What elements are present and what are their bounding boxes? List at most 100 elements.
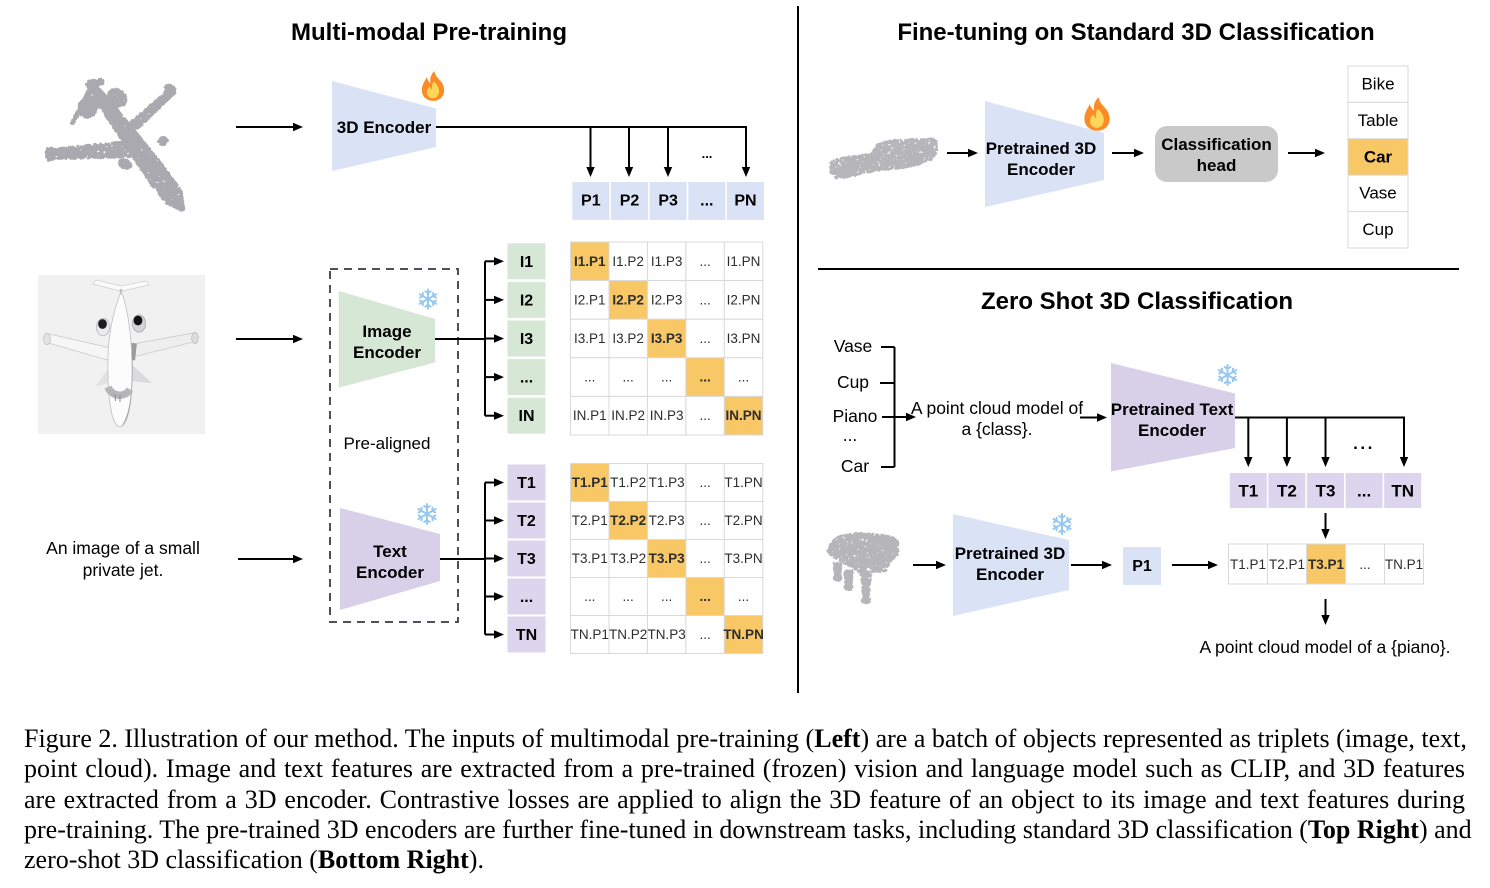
svg-text:...: ... (699, 408, 710, 423)
svg-text:Vase: Vase (1359, 184, 1397, 203)
svg-text:...: ... (1353, 434, 1375, 453)
svg-text:I3.P3: I3.P3 (651, 331, 683, 346)
svg-text:3D Encoder: 3D Encoder (337, 118, 432, 137)
svg-text:...: ... (623, 589, 634, 604)
svg-text:...: ... (699, 513, 710, 528)
svg-text:...: ... (520, 370, 533, 387)
svg-text:private jet.: private jet. (83, 560, 164, 580)
svg-text:TN: TN (1391, 482, 1414, 501)
svg-text:Fine-tuning on Standard 3D Cla: Fine-tuning on Standard 3D Classificatio… (897, 19, 1374, 46)
svg-text:IN.P1: IN.P1 (573, 408, 607, 423)
svg-text:TN: TN (516, 627, 537, 644)
svg-text:Encoder: Encoder (353, 343, 421, 362)
svg-text:...: ... (1357, 482, 1371, 501)
svg-text:I1: I1 (520, 254, 533, 271)
svg-text:I1.P3: I1.P3 (651, 254, 683, 269)
svg-text:...: ... (661, 370, 672, 385)
svg-text:A point cloud model of a {pian: A point cloud model of a {piano}. (1199, 637, 1450, 657)
svg-text:...: ... (699, 292, 710, 307)
svg-text:I2: I2 (520, 292, 533, 309)
svg-text:T1: T1 (1238, 482, 1258, 501)
svg-text:...: ... (702, 146, 713, 161)
svg-text:IN.P3: IN.P3 (650, 408, 684, 423)
svg-text:I3.PN: I3.PN (727, 331, 761, 346)
svg-text:A point cloud model of: A point cloud model of (911, 398, 1083, 418)
svg-text:...: ... (699, 370, 710, 385)
svg-text:...: ... (699, 475, 710, 490)
svg-text:Pre-aligned: Pre-aligned (344, 434, 431, 453)
svg-text:TN.P1: TN.P1 (571, 627, 609, 642)
svg-text:...: ... (661, 589, 672, 604)
svg-text:IN.P2: IN.P2 (611, 408, 645, 423)
svg-text:Piano: Piano (833, 406, 878, 426)
svg-text:...: ... (700, 193, 713, 210)
svg-text:P3: P3 (658, 193, 678, 210)
svg-text:T1.P3: T1.P3 (649, 475, 685, 490)
svg-text:Vase: Vase (834, 336, 873, 356)
svg-text:T3.P2: T3.P2 (610, 551, 646, 566)
svg-text:TN.P3: TN.P3 (648, 627, 686, 642)
svg-text:T2.P1: T2.P1 (572, 513, 608, 528)
svg-text:I2.P1: I2.P1 (574, 292, 606, 307)
svg-text:Multi-modal Pre-training: Multi-modal Pre-training (291, 19, 567, 46)
svg-text:An image of a small: An image of a small (46, 538, 200, 558)
svg-text:Cup: Cup (1362, 220, 1393, 239)
svg-text:IN.PN: IN.PN (726, 408, 762, 423)
svg-text:...: ... (699, 627, 710, 642)
svg-text:...: ... (584, 370, 595, 385)
svg-text:T1.P2: T1.P2 (610, 475, 646, 490)
svg-text:...: ... (699, 551, 710, 566)
svg-text:I1.PN: I1.PN (727, 254, 761, 269)
svg-text:...: ... (699, 589, 710, 604)
svg-text:Encoder: Encoder (1138, 421, 1206, 440)
svg-text:Image: Image (362, 322, 411, 341)
svg-text:TN.P1: TN.P1 (1385, 557, 1423, 572)
svg-text:Cup: Cup (837, 372, 869, 392)
svg-text:Car: Car (1364, 147, 1393, 166)
svg-text:Text: Text (373, 542, 407, 561)
svg-text:T2.PN: T2.PN (724, 513, 762, 528)
svg-text:...: ... (843, 425, 858, 445)
svg-text:TN.PN: TN.PN (723, 627, 764, 642)
svg-text:T2: T2 (517, 513, 536, 530)
svg-text:Pretrained 3D: Pretrained 3D (986, 139, 1097, 158)
svg-text:T2.P3: T2.P3 (649, 513, 685, 528)
svg-text:Zero Shot 3D Classification: Zero Shot 3D Classification (981, 288, 1293, 315)
svg-text:Bike: Bike (1361, 75, 1394, 94)
svg-text:I3.P1: I3.P1 (574, 331, 606, 346)
svg-text:I2.PN: I2.PN (727, 292, 761, 307)
svg-text:...: ... (584, 589, 595, 604)
svg-text:I1.P1: I1.P1 (574, 254, 606, 269)
svg-text:...: ... (1359, 557, 1370, 572)
svg-text:Car: Car (841, 456, 869, 476)
svg-text:T3.P1: T3.P1 (1308, 557, 1345, 572)
svg-text:I3.P2: I3.P2 (612, 331, 644, 346)
svg-text:T1: T1 (517, 475, 536, 492)
svg-text:Table: Table (1358, 111, 1399, 130)
svg-text:T3: T3 (1316, 482, 1336, 501)
svg-text:a {class}.: a {class}. (961, 419, 1032, 439)
svg-text:T3.P3: T3.P3 (649, 551, 686, 566)
svg-text:T3.PN: T3.PN (724, 551, 762, 566)
svg-text:T3: T3 (517, 551, 536, 568)
svg-text:Pretrained Text: Pretrained Text (1111, 400, 1234, 419)
svg-text:I3: I3 (520, 331, 533, 348)
svg-text:...: ... (699, 254, 710, 269)
svg-text:Encoder: Encoder (976, 565, 1044, 584)
svg-text:T2: T2 (1277, 482, 1297, 501)
svg-text:...: ... (738, 370, 749, 385)
svg-text:T1.P1: T1.P1 (572, 475, 609, 490)
svg-text:IN: IN (519, 408, 535, 425)
svg-text:T1.PN: T1.PN (724, 475, 762, 490)
svg-text:T1.P1: T1.P1 (1230, 557, 1266, 572)
svg-text:P2: P2 (620, 193, 640, 210)
svg-text:...: ... (699, 331, 710, 346)
svg-text:...: ... (520, 589, 533, 606)
svg-text:T3.P1: T3.P1 (572, 551, 608, 566)
svg-text:I2.P2: I2.P2 (612, 292, 644, 307)
svg-text:P1: P1 (1132, 558, 1152, 575)
svg-text:T2.P1: T2.P1 (1269, 557, 1305, 572)
svg-text:...: ... (738, 589, 749, 604)
svg-text:I2.P3: I2.P3 (651, 292, 683, 307)
svg-text:Encoder: Encoder (1007, 160, 1075, 179)
